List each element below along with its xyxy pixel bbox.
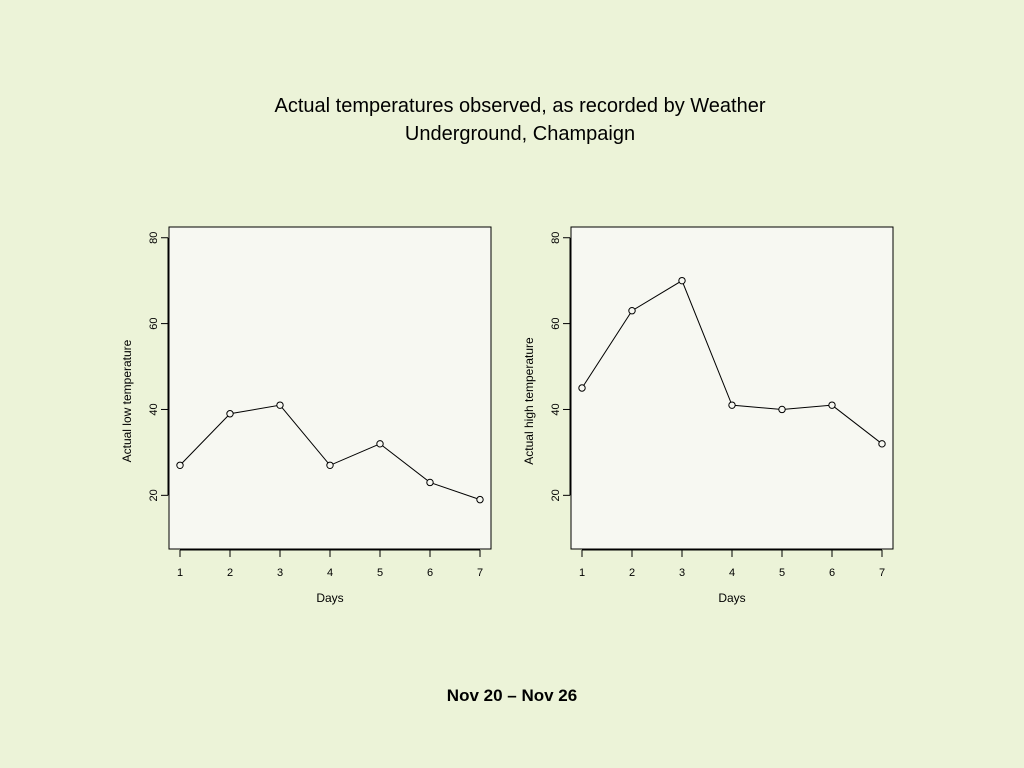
- data-point: [326, 461, 334, 469]
- x-tick-label: 2: [629, 567, 635, 579]
- x-tick-label: 3: [277, 567, 283, 579]
- data-point: [778, 405, 786, 414]
- y-axis-title: Actual high temperature: [522, 337, 536, 465]
- data-point: [628, 307, 636, 315]
- data-point: [578, 384, 586, 392]
- data-point: [176, 461, 184, 469]
- y-axis-title: Actual low temperature: [120, 339, 134, 462]
- data-point: [878, 440, 886, 448]
- x-tick-label: 3: [679, 567, 685, 579]
- y-tick-label: 40: [148, 403, 160, 415]
- title-line-1: Actual temperatures observed, as recorde…: [274, 95, 766, 117]
- data-point: [226, 410, 234, 418]
- x-tick-label: 1: [579, 567, 585, 579]
- x-tick-label: 7: [477, 567, 483, 579]
- x-tick-label: 5: [377, 567, 383, 579]
- y-tick-label: 40: [550, 403, 562, 415]
- x-tick-label: 5: [779, 567, 785, 579]
- x-axis-title: Days: [718, 591, 745, 605]
- data-point: [678, 276, 686, 285]
- x-tick-label: 4: [729, 567, 735, 579]
- x-axis-title: Days: [316, 591, 343, 605]
- x-tick-label: 7: [879, 567, 885, 579]
- y-tick-label: 80: [148, 232, 160, 244]
- date-range-footer: Nov 20 – Nov 26: [446, 686, 578, 705]
- plot-area: [168, 226, 492, 550]
- title-line-2: Underground, Champaign: [404, 123, 636, 145]
- y-tick-label: 20: [148, 489, 160, 501]
- data-point: [426, 478, 434, 487]
- x-tick-label: 2: [227, 567, 233, 579]
- chart-high-temperature: 1 2 3 4 5 6 7 20 40 60 80 Days Actual high temperatu…: [522, 226, 894, 605]
- x-tick-label: 6: [829, 567, 835, 579]
- x-tick-label: 6: [427, 567, 433, 579]
- data-point: [376, 440, 384, 448]
- data-point: [828, 401, 836, 409]
- data-point: [476, 495, 484, 504]
- data-point: [276, 401, 284, 409]
- slide-title: Actual temperatures observed, as recorde…: [212, 92, 828, 148]
- chart-low-temperature: 1 2 3 4 5 6 7 20 40 60 80 Days Actual low temperatur…: [120, 226, 492, 605]
- x-tick-label: 4: [327, 567, 333, 579]
- x-tick-label: 1: [177, 567, 183, 579]
- y-tick-label: 60: [148, 317, 160, 329]
- data-point: [728, 401, 736, 409]
- y-tick-label: 60: [550, 317, 562, 329]
- y-tick-label: 80: [550, 232, 562, 244]
- y-tick-label: 20: [550, 489, 562, 501]
- plot-area: [570, 226, 894, 550]
